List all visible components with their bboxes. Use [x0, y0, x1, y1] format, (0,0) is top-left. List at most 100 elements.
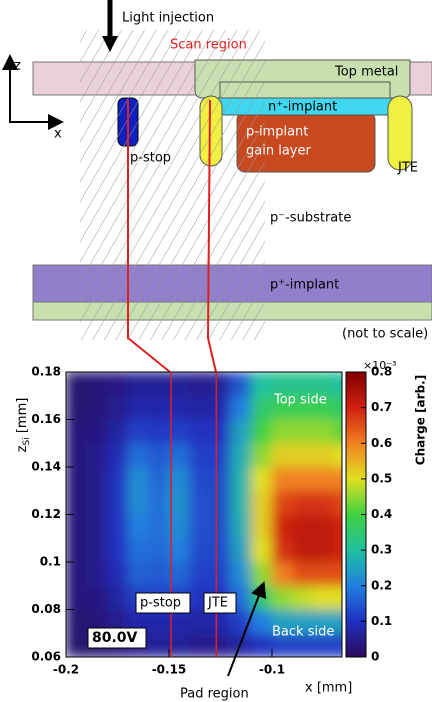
heat-cell — [250, 466, 273, 492]
heat-cell — [86, 537, 108, 563]
heat-cell — [106, 561, 129, 587]
heat-cell — [271, 609, 294, 634]
heat-cell — [127, 442, 149, 468]
heat-cell — [209, 490, 232, 515]
heat-cell — [312, 609, 335, 634]
heat-cell — [168, 466, 191, 492]
z-tick-label: 0.2 — [371, 578, 392, 592]
label: p-implant — [246, 125, 308, 140]
jte-projection — [206, 99, 217, 373]
heat-cell — [66, 609, 88, 634]
heat-cell — [168, 561, 191, 587]
heat-cell — [168, 609, 191, 634]
heat-cell — [250, 561, 273, 587]
heat-cell — [86, 372, 108, 397]
heat-cell — [66, 419, 88, 444]
heat-cell — [209, 609, 232, 634]
y-tick-label: 0.16 — [31, 412, 61, 426]
heat-cell — [250, 395, 273, 420]
heat-cell — [66, 372, 88, 397]
y-label: zSi [mm] — [15, 398, 32, 453]
heat-cell — [189, 514, 211, 539]
heat-cell — [86, 442, 108, 468]
heat-cell — [106, 395, 129, 420]
y-tick-label: 0.1 — [40, 555, 61, 569]
heat-cell — [147, 537, 170, 563]
heat-cell — [271, 372, 294, 397]
x-tick-label: -0.2 — [53, 663, 79, 677]
heat-cell — [127, 466, 149, 492]
heat-cell — [250, 490, 273, 515]
heat-cell — [209, 537, 232, 563]
heat-cell — [333, 632, 342, 657]
label: Top metal — [334, 65, 398, 80]
heat-cell — [250, 442, 273, 468]
heat-cell — [168, 395, 191, 420]
z-tick-label: 0.5 — [371, 471, 392, 485]
heat-cell — [168, 372, 191, 397]
y-tick-label: 0.08 — [31, 602, 61, 616]
heat-cell — [127, 395, 149, 420]
heat-cell — [86, 466, 108, 492]
heat-cell — [230, 466, 252, 492]
heat-cell — [86, 514, 108, 539]
heat-cell — [147, 442, 170, 468]
heat-cell — [66, 514, 88, 539]
heat-cell — [168, 442, 191, 468]
label-box — [87, 627, 147, 649]
label: p⁺-implant — [270, 278, 339, 293]
heat-cell — [292, 466, 314, 492]
y-tick-label: 0.12 — [31, 507, 61, 521]
heat-cell — [209, 632, 232, 657]
heat-cell — [271, 419, 294, 444]
heat-cell — [209, 372, 232, 397]
heat-cell — [230, 442, 252, 468]
schematic: Light injection Scan region z x Top meta… — [2, 0, 432, 373]
heat-cell — [147, 632, 170, 657]
heat-cell — [147, 419, 170, 444]
heat-cell — [189, 609, 211, 634]
heat-cell — [312, 561, 335, 587]
heat-cell — [312, 514, 335, 539]
heat-cell — [333, 514, 342, 539]
heat-cell — [292, 490, 314, 515]
heat-cell — [147, 514, 170, 539]
heat-cell — [333, 395, 342, 420]
heat-cell — [209, 514, 232, 539]
heat-cell — [292, 585, 314, 610]
heat-cell — [312, 585, 335, 610]
heat-cell — [271, 490, 294, 515]
annotation: Pad region — [180, 687, 249, 702]
heat-cell — [209, 561, 232, 587]
label-box — [203, 592, 237, 614]
heat-cell — [86, 395, 108, 420]
heat-cell — [312, 395, 335, 420]
z-multiplier: ×10⁻³ — [363, 359, 396, 372]
heat-cell — [230, 514, 252, 539]
heat-cell — [147, 395, 170, 420]
heat-cell — [271, 395, 294, 420]
label: x — [54, 127, 62, 142]
heat-cell — [86, 490, 108, 515]
heat-cell — [189, 372, 211, 397]
heat-cell — [127, 514, 149, 539]
annotation: Back side — [272, 625, 334, 640]
heat-cell — [127, 490, 149, 515]
label: p⁻-substrate — [270, 211, 351, 226]
heat-cell — [271, 561, 294, 587]
y-label-part: Si — [22, 437, 32, 445]
heat-cell — [333, 561, 342, 587]
heat-cell — [86, 561, 108, 587]
heat-cell — [106, 537, 129, 563]
heat-cell — [168, 419, 191, 444]
heat-cell — [147, 490, 170, 515]
heat-cell — [250, 632, 273, 657]
heat-cell — [209, 395, 232, 420]
heat-cell — [271, 466, 294, 492]
heat-cell — [147, 372, 170, 397]
heat-cell — [168, 632, 191, 657]
heat-cell — [127, 372, 149, 397]
heat-cell — [168, 490, 191, 515]
label: z — [14, 59, 21, 74]
heat-cell — [66, 537, 88, 563]
